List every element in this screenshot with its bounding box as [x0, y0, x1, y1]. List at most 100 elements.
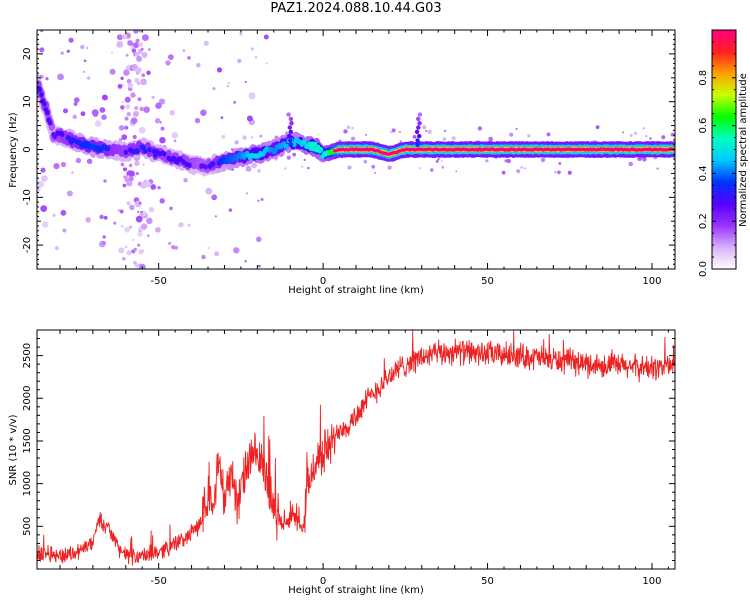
- noise-blob: [307, 166, 310, 170]
- noise-blob: [292, 152, 297, 157]
- noise-blob: [155, 102, 162, 109]
- noise-blob: [516, 169, 521, 174]
- ridge-mark: [318, 146, 324, 153]
- spike-mark: [288, 116, 294, 122]
- noise-blob: [125, 126, 129, 130]
- noise-blob: [135, 67, 142, 74]
- noise-blob: [127, 40, 133, 46]
- noise-blob: [148, 48, 151, 51]
- noise-blob: [129, 204, 135, 211]
- noise-blob: [57, 73, 64, 81]
- ridge-mark: [203, 164, 208, 170]
- noise-blob: [142, 34, 149, 41]
- snr-ticks: -50 0 50 100 500 1000 1500 2000 2500: [22, 329, 675, 587]
- noise-blob: [131, 48, 137, 53]
- noise-blob: [121, 100, 124, 104]
- noise-blob: [66, 49, 70, 53]
- noise-blob: [85, 217, 91, 223]
- snr-series-line: [37, 330, 675, 566]
- x-tick-label: -50: [151, 276, 167, 287]
- noise-blob: [165, 60, 171, 66]
- noise-blob: [216, 67, 223, 73]
- noise-blob: [248, 92, 256, 100]
- noise-blob: [154, 118, 161, 124]
- y-tick-label: 1000: [22, 471, 33, 496]
- noise-blob: [515, 127, 518, 130]
- noise-blob: [619, 156, 622, 159]
- noise-blob: [120, 162, 125, 167]
- noise-blob: [553, 170, 557, 174]
- noise-blob: [86, 76, 91, 80]
- noise-blob: [477, 126, 483, 131]
- noise-blob: [133, 110, 139, 117]
- noise-blob: [265, 62, 268, 65]
- noise-blob: [387, 165, 392, 170]
- spike-mark: [288, 129, 293, 134]
- spike-mark: [415, 142, 420, 147]
- noise-blob: [509, 132, 514, 137]
- spike-mark: [415, 138, 420, 143]
- noise-blob: [205, 187, 213, 195]
- noise-blob: [116, 34, 123, 41]
- noise-blob: [124, 96, 131, 103]
- noise-blob: [141, 73, 145, 77]
- noise-blob: [126, 201, 131, 206]
- noise-blob: [506, 158, 511, 164]
- noise-blob: [138, 30, 142, 33]
- colorbar-label: Normalized spectral amplitude: [738, 73, 749, 227]
- noise-blob: [138, 249, 144, 255]
- noise-blob: [455, 170, 458, 173]
- noise-blob: [159, 121, 162, 124]
- noise-blob: [171, 131, 179, 139]
- noise-blob: [501, 170, 506, 175]
- noise-blob: [125, 65, 131, 71]
- noise-blob: [147, 234, 150, 237]
- noise-blob: [255, 236, 262, 243]
- noise-blob: [642, 157, 647, 162]
- colorbar-tick-label: 0.4: [698, 165, 709, 181]
- noise-blob: [132, 134, 137, 140]
- colorbar-ticks: 0.0 0.2 0.4 0.6 0.8: [698, 29, 736, 277]
- noise-blob: [301, 165, 304, 168]
- noise-blob: [102, 241, 106, 245]
- noise-blob: [134, 51, 140, 57]
- noise-blob: [214, 251, 220, 257]
- noise-blob: [242, 135, 247, 140]
- noise-blob: [567, 170, 572, 175]
- noise-blob: [158, 98, 166, 105]
- noise-blob: [102, 235, 106, 239]
- noise-blob: [595, 125, 600, 130]
- noise-blob: [142, 163, 145, 166]
- spike-mark: [288, 138, 293, 143]
- noise-blob: [419, 167, 422, 170]
- noise-blob: [257, 168, 261, 173]
- ridge-mark: [292, 141, 297, 148]
- noise-blob: [40, 205, 48, 213]
- noise-blob: [86, 46, 89, 50]
- noise-blob: [430, 168, 434, 172]
- noise-blob: [74, 97, 80, 103]
- noise-blob: [422, 125, 427, 130]
- noise-blob: [126, 78, 132, 84]
- noise-blob: [150, 184, 157, 190]
- y-tick-label: 500: [22, 517, 33, 536]
- noise-blob: [125, 104, 131, 110]
- noise-blob: [91, 109, 99, 116]
- noise-blob: [118, 247, 125, 254]
- noise-blob: [80, 44, 85, 50]
- noise-blob: [351, 126, 354, 130]
- noise-blob: [120, 225, 124, 228]
- noise-blob: [45, 77, 49, 81]
- noise-blob: [151, 95, 155, 100]
- y-tick-label: 10: [22, 95, 33, 108]
- noise-blob: [122, 257, 126, 261]
- noise-blob: [661, 135, 666, 140]
- noise-blob: [99, 214, 104, 220]
- noise-blob: [109, 68, 116, 75]
- noise-blob: [220, 116, 224, 120]
- noise-blob: [391, 128, 396, 133]
- noise-blob: [399, 140, 402, 143]
- noise-blob: [41, 175, 48, 182]
- noise-blob: [117, 84, 123, 89]
- noise-blob: [40, 167, 46, 173]
